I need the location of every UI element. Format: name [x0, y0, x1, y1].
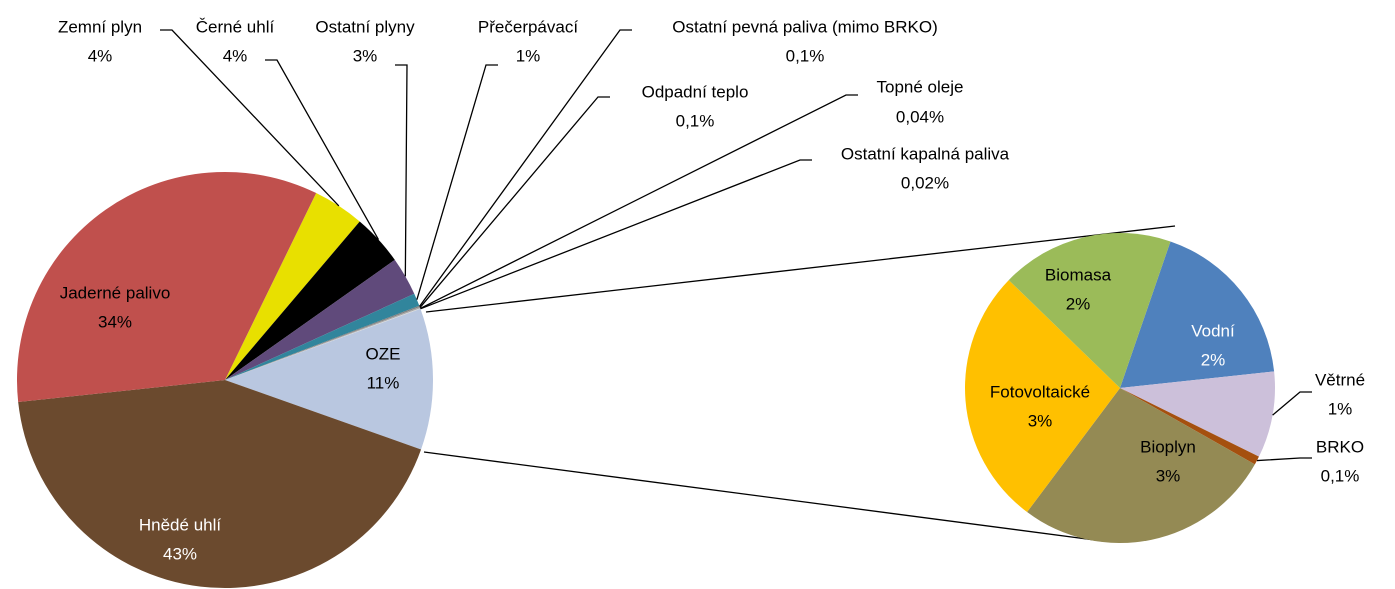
value-label: 4% — [223, 46, 248, 65]
leader-line — [265, 59, 380, 240]
value-label: 3% — [1156, 466, 1181, 485]
slice-label: Přečerpávací — [478, 17, 578, 36]
pie-slice — [225, 293, 420, 380]
value-label: 11% — [367, 373, 400, 392]
slice-label: Větrné — [1315, 370, 1365, 389]
pie-slice — [18, 380, 422, 588]
value-label: 0,1% — [1321, 466, 1360, 485]
value-label: 34% — [98, 312, 132, 331]
value-label: 2% — [1066, 294, 1091, 313]
pie-slice — [225, 193, 360, 380]
slice-label: Jaderné palivo — [60, 283, 171, 302]
slice-label: Ostatní plyny — [315, 17, 415, 36]
leader-line — [160, 29, 340, 207]
slice-label: OZE — [366, 344, 401, 363]
value-label: 3% — [353, 46, 378, 65]
slice-label: Topné oleje — [877, 77, 964, 96]
value-label: 1% — [516, 46, 541, 65]
slice-label: Zemní plyn — [58, 17, 142, 36]
pie-slice — [965, 280, 1120, 513]
slice-label: Černé uhlí — [196, 17, 275, 36]
pie-slice — [1008, 233, 1171, 388]
value-label: 0,1% — [786, 46, 825, 65]
pie-slice — [225, 221, 395, 380]
leader-line — [1272, 391, 1312, 416]
pie-slice — [225, 259, 415, 380]
leader-line — [420, 94, 858, 310]
value-label: 0,02% — [901, 173, 949, 192]
slice-label: Hnědé uhlí — [139, 515, 222, 534]
value-label: 0,04% — [896, 107, 944, 126]
pie-slice — [225, 308, 421, 380]
value-label: 0,1% — [676, 111, 715, 130]
slice-label: BRKO — [1316, 437, 1364, 456]
leader-line — [395, 64, 408, 277]
pie-slice — [1120, 388, 1259, 465]
value-label: 1% — [1328, 399, 1353, 418]
pie-slice — [17, 172, 317, 403]
slice-label: Ostatní kapalná paliva — [841, 144, 1010, 163]
connector-line — [423, 451, 1103, 542]
leader-line — [419, 29, 632, 307]
slice-label: Fotovoltaické — [990, 382, 1090, 401]
slice-label: Odpadní teplo — [642, 82, 749, 101]
value-label: 2% — [1201, 350, 1226, 369]
pie-slice — [1120, 371, 1275, 457]
pie-slice — [225, 306, 421, 380]
leader-line — [416, 64, 498, 300]
value-label: 3% — [1028, 411, 1053, 430]
pie-slice — [225, 308, 433, 450]
value-label: 4% — [88, 46, 113, 65]
slice-label: Ostatní pevná paliva (mimo BRKO) — [672, 17, 937, 36]
value-label: 43% — [163, 544, 197, 563]
leader-line — [1256, 457, 1312, 462]
slice-label: Bioplyn — [1140, 437, 1196, 456]
pie-slice — [1027, 388, 1255, 543]
pie-slice — [225, 308, 421, 380]
leader-line — [420, 159, 812, 310]
connector-line — [425, 225, 1176, 313]
pie-slice — [225, 305, 420, 380]
slice-label: Vodní — [1191, 321, 1235, 340]
slice-label: Biomasa — [1045, 265, 1112, 284]
pie-slice — [1120, 241, 1275, 388]
leader-line — [419, 96, 610, 309]
